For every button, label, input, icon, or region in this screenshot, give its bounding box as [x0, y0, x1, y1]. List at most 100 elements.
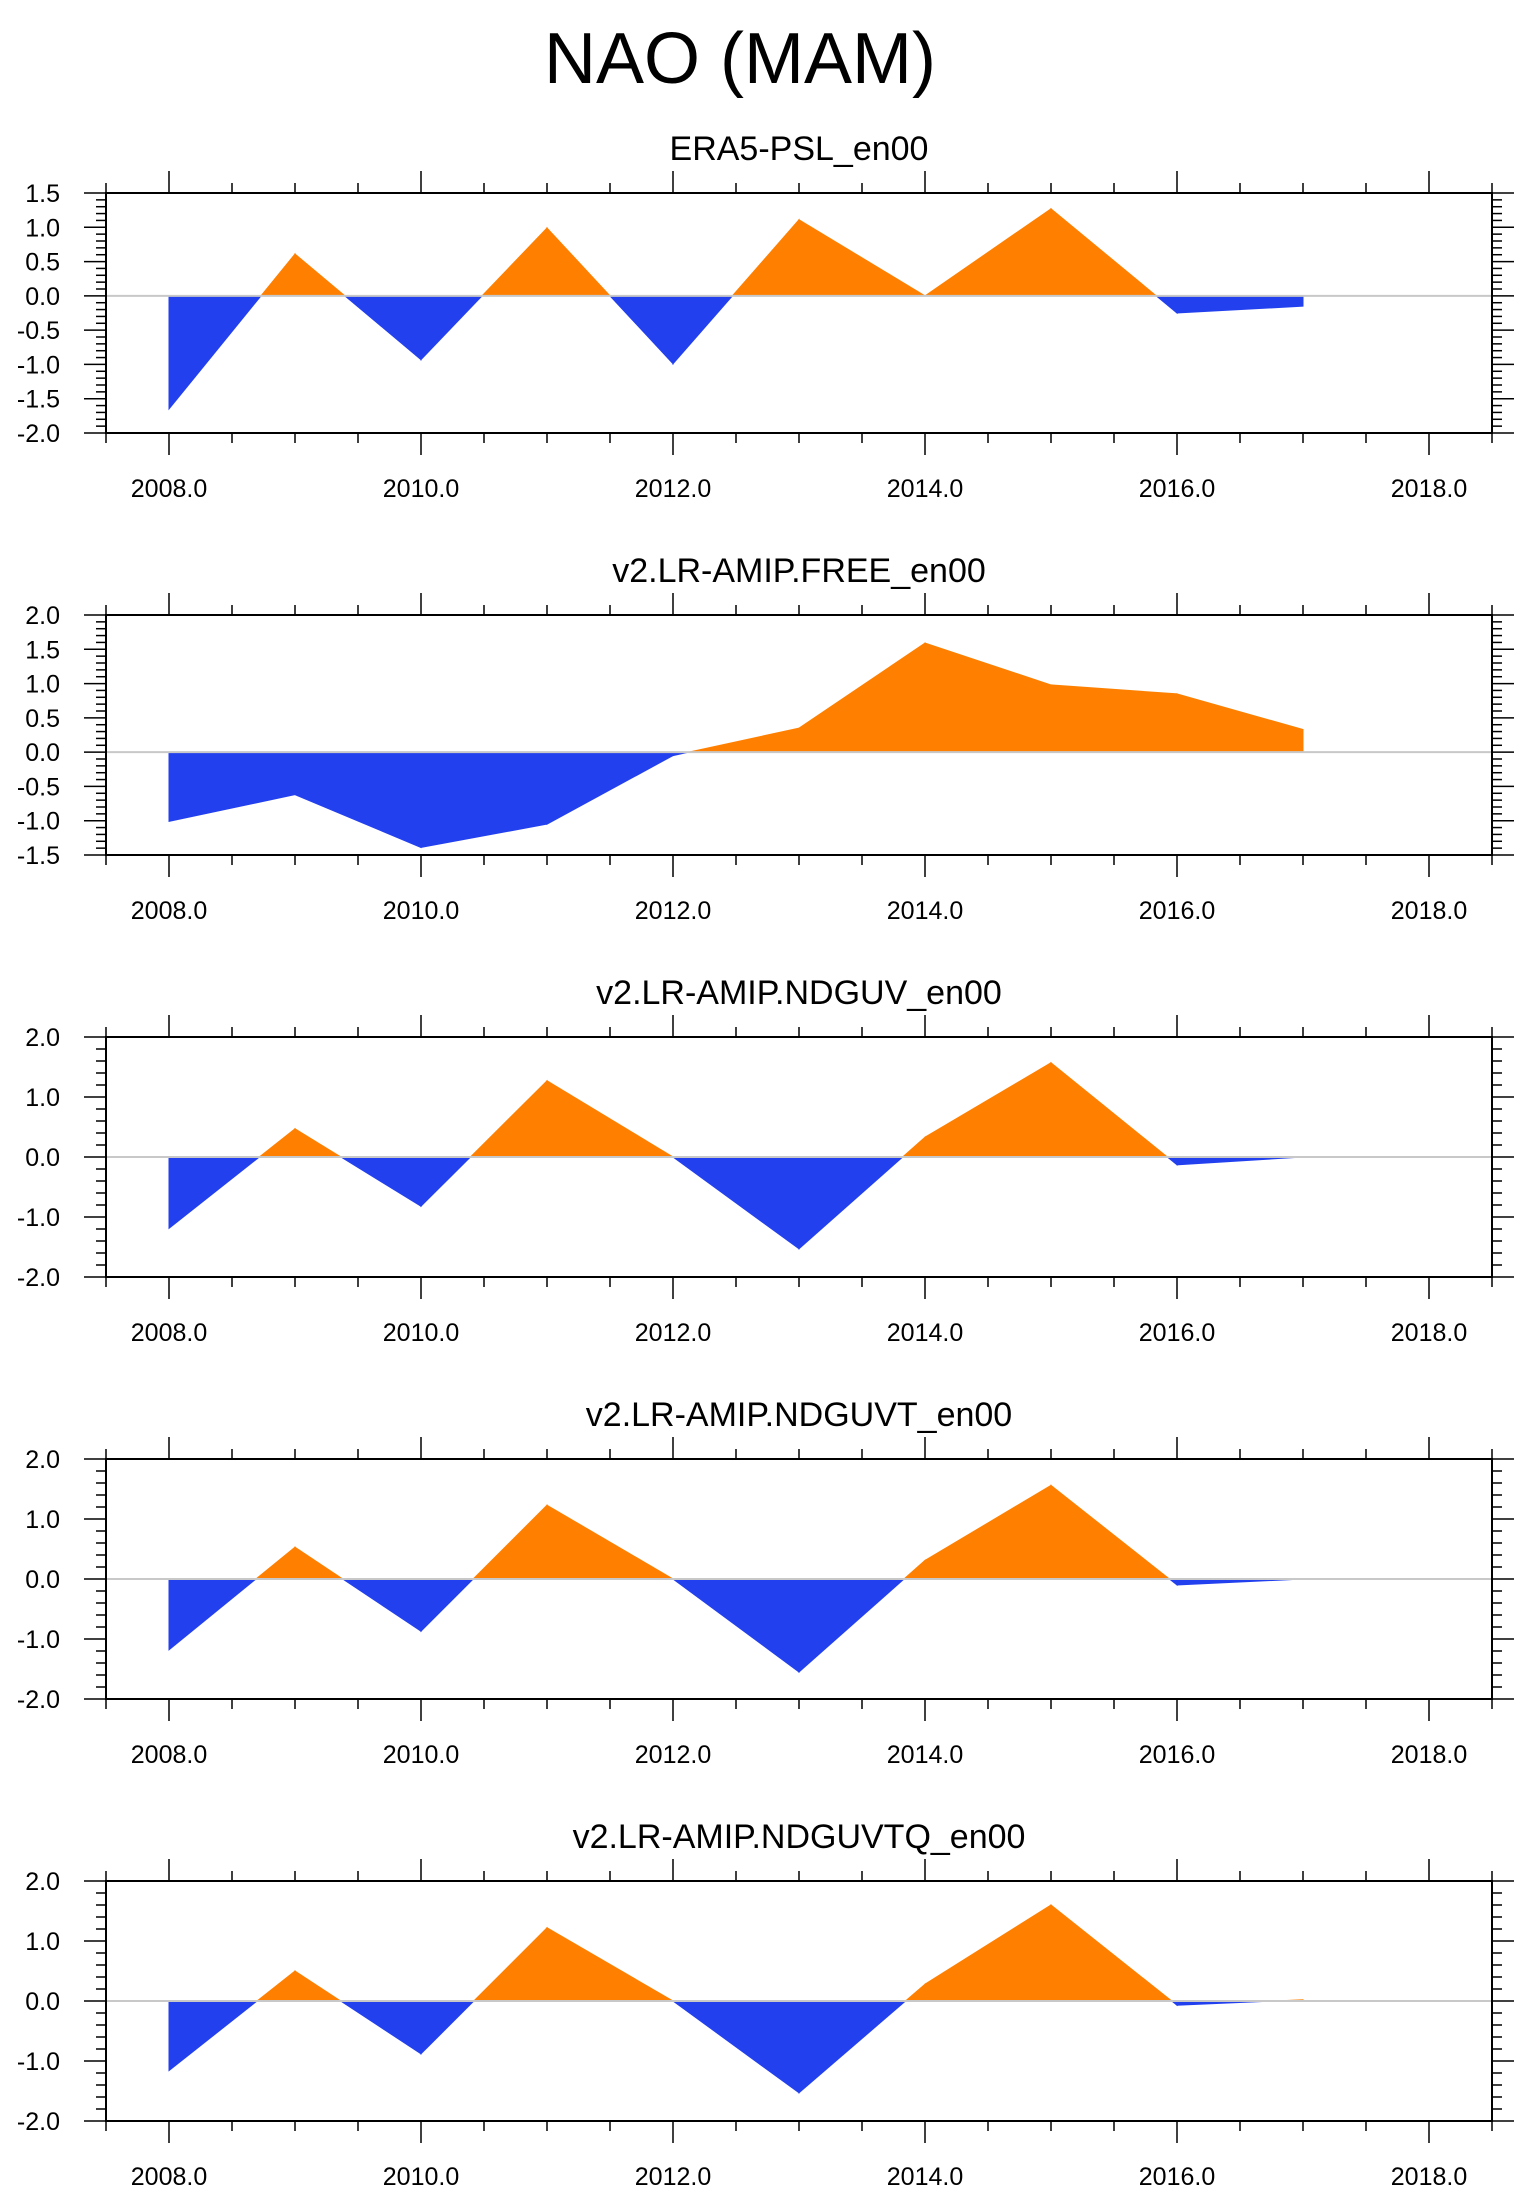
area-segment	[254, 1546, 296, 1580]
chart-panel-2: v2.LR-AMIP.FREE_en00 2008.0 2010.0 2012.0 20…	[17, 552, 1514, 925]
x-tick-label: 2012.0	[635, 475, 711, 503]
area-segment	[338, 2000, 422, 2055]
y-tick-label: 1.0	[25, 1928, 60, 1956]
area-segment	[798, 2000, 907, 2094]
area-segment	[257, 1127, 296, 1158]
x-tick-label: 2014.0	[887, 475, 963, 503]
x-tick-label: 2018.0	[1391, 1319, 1467, 1347]
x-tick-label: 2014.0	[887, 2163, 963, 2191]
area-segment	[731, 218, 800, 297]
area-segment	[420, 751, 548, 849]
area-segment	[294, 252, 347, 297]
x-tick-label: 2014.0	[887, 1741, 963, 1769]
x-tick-label: 2010.0	[383, 2163, 459, 2191]
area-segment	[472, 1926, 548, 2002]
y-tick-label: -1.0	[17, 1626, 60, 1654]
y-tick-label: 0.0	[25, 1566, 60, 1594]
area-segment	[1176, 693, 1304, 753]
area-segment	[343, 295, 422, 361]
area-segment	[924, 1061, 1052, 1158]
x-tick-label: 2010.0	[383, 475, 459, 503]
area-segment	[339, 1156, 422, 1208]
x-tick-label: 2012.0	[635, 1741, 711, 1769]
x-tick-label: 2016.0	[1139, 1319, 1215, 1347]
y-tick-label: 2.0	[25, 1868, 60, 1896]
area-segment	[798, 642, 926, 753]
area-segment	[469, 1079, 548, 1158]
area-segment	[798, 1156, 904, 1250]
x-tick-label: 2010.0	[383, 1741, 459, 1769]
y-tick-label: 1.0	[25, 1506, 60, 1534]
area-segment	[168, 1156, 261, 1230]
area-segment	[1050, 1484, 1171, 1580]
y-tick-label: 2.0	[25, 1024, 60, 1052]
y-tick-label: 0.0	[25, 1988, 60, 2016]
area-segment	[1154, 295, 1178, 315]
area-segment	[341, 1578, 422, 1633]
area-segment	[1050, 1061, 1169, 1158]
y-tick-label: 0.5	[25, 249, 60, 277]
area-segment	[471, 1503, 548, 1580]
area-segment	[608, 295, 674, 366]
area-segment	[294, 1127, 343, 1158]
area-segment	[923, 207, 1052, 297]
area-segment	[688, 727, 800, 753]
area-segment	[671, 1578, 800, 1673]
x-tick-label: 2016.0	[1139, 2163, 1215, 2191]
y-tick-label: 0.5	[25, 705, 60, 733]
x-tick-label: 2008.0	[131, 1319, 207, 1347]
area-segment	[168, 295, 263, 411]
area-segment	[255, 1969, 296, 2002]
area-segment	[798, 218, 927, 297]
x-tick-label: 2014.0	[887, 897, 963, 925]
chart-panel-1: ERA5-PSL_en00 2008.0 2010.0 2012.0 2014.0 201…	[17, 130, 1514, 503]
y-tick-label: 0.0	[25, 283, 60, 311]
x-tick-label: 2012.0	[635, 897, 711, 925]
figure-title: NAO (MAM)	[544, 19, 936, 99]
y-tick-label: -2.0	[17, 1264, 60, 1292]
x-tick-label: 2012.0	[635, 2163, 711, 2191]
area-segment	[294, 1546, 345, 1580]
x-tick-label: 2010.0	[383, 1319, 459, 1347]
y-tick-label: -1.0	[17, 808, 60, 836]
area-segment	[1176, 1156, 1304, 1166]
y-tick-label: 2.0	[25, 602, 60, 630]
area-segment	[901, 1136, 926, 1158]
y-tick-label: 0.0	[25, 1144, 60, 1172]
area-segment	[924, 642, 1052, 753]
area-segment	[671, 2000, 800, 2094]
area-segment	[480, 226, 548, 297]
x-tick-label: 2008.0	[131, 1741, 207, 1769]
chart-panel-4: v2.LR-AMIP.NDGUVT_en00 2008.0 2010.0 2012.0…	[17, 1396, 1514, 1769]
area-segment	[924, 1484, 1052, 1580]
y-tick-label: -1.0	[17, 2048, 60, 2076]
x-tick-label: 2016.0	[1139, 1741, 1215, 1769]
area-segment	[546, 1504, 675, 1580]
x-tick-label: 2018.0	[1391, 1741, 1467, 1769]
area-segment	[420, 2000, 476, 2056]
area-segment	[672, 295, 734, 366]
y-tick-label: 1.0	[25, 214, 60, 242]
area-segment	[420, 295, 484, 361]
y-tick-label: 2.0	[25, 1446, 60, 1474]
area-segment	[902, 1559, 926, 1580]
y-tick-label: -1.5	[17, 842, 60, 870]
chart-title: v2.LR-AMIP.NDGUV_en00	[596, 974, 1002, 1012]
x-tick-label: 2008.0	[131, 897, 207, 925]
area-segment	[168, 2000, 259, 2072]
y-tick-label: -2.0	[17, 1686, 60, 1714]
area-segment	[546, 1079, 675, 1158]
area-segment	[1176, 295, 1304, 314]
area-segment	[168, 751, 296, 823]
area-segment	[546, 751, 674, 825]
y-tick-label: -0.5	[17, 317, 60, 345]
x-tick-label: 2016.0	[1139, 897, 1215, 925]
y-tick-label: -2.0	[17, 2108, 60, 2136]
area-segment	[671, 1156, 800, 1250]
area-segment	[798, 1578, 906, 1674]
y-tick-label: 1.5	[25, 180, 60, 208]
area-segment	[1050, 207, 1158, 297]
x-tick-label: 2008.0	[131, 2163, 207, 2191]
x-tick-label: 2016.0	[1139, 475, 1215, 503]
area-segment	[1050, 684, 1178, 753]
